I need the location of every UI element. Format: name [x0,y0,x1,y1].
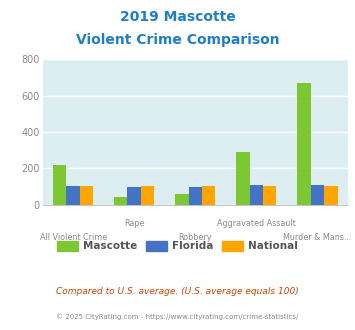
Bar [66,186,80,205]
Text: Violent Crime Comparison: Violent Crime Comparison [76,33,279,47]
Bar [236,152,250,205]
Text: Rape: Rape [124,219,144,228]
Text: Robbery: Robbery [179,233,212,242]
Text: 2019 Mascotte: 2019 Mascotte [120,10,235,24]
Bar [250,185,263,205]
Text: All Violent Crime: All Violent Crime [39,233,107,242]
Legend: Mascotte, Florida, National: Mascotte, Florida, National [53,237,302,255]
Bar [324,186,338,205]
Bar [114,197,127,205]
Bar [80,186,93,205]
Text: Murder & Mans...: Murder & Mans... [283,233,351,242]
Bar [53,165,66,205]
Bar [202,186,215,205]
Text: © 2025 CityRating.com - https://www.cityrating.com/crime-statistics/: © 2025 CityRating.com - https://www.city… [56,314,299,320]
Bar [175,194,189,205]
Bar [297,83,311,205]
Bar [141,186,154,205]
Text: Compared to U.S. average. (U.S. average equals 100): Compared to U.S. average. (U.S. average … [56,287,299,296]
Bar [189,187,202,205]
Bar [127,187,141,205]
Bar [263,186,277,205]
Text: Aggravated Assault: Aggravated Assault [217,219,296,228]
Bar [311,185,324,205]
